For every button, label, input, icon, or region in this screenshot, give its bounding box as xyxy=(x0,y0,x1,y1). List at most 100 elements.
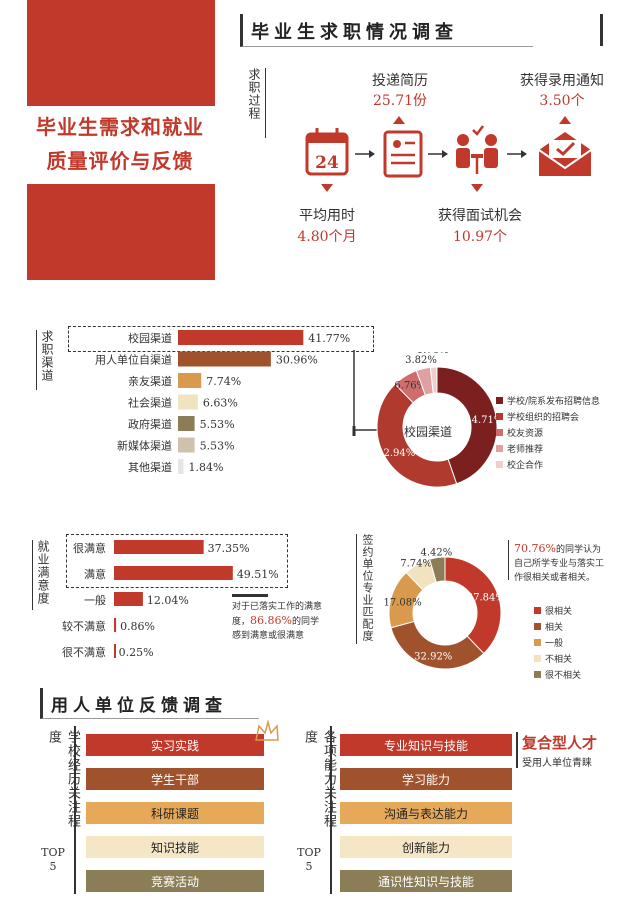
match-note-highlight: 70.76% xyxy=(514,542,556,555)
match-slice xyxy=(444,556,502,655)
sat-note-line3: 感到满意或很满意 xyxy=(232,631,305,641)
channel-category-label: 校园渠道 xyxy=(128,331,172,345)
match-legend-item: 相关 xyxy=(534,618,581,634)
legend-label: 一般 xyxy=(545,638,564,649)
match-legend-item: 很相关 xyxy=(534,602,581,618)
left-divider xyxy=(74,726,76,894)
legend-swatch xyxy=(534,638,541,646)
channel-value-label: 6.63% xyxy=(203,397,238,410)
sat-bar xyxy=(114,540,204,554)
sat-note-post: 的同学 xyxy=(291,617,319,627)
legend-swatch xyxy=(496,412,503,420)
satisfaction-label: 就业满意度 xyxy=(32,540,52,610)
satisfaction-bar-chart: 很满意 37.35% 满意 49.51% 一般 12.04% 较不满意 0.86% 很不满意 0.… xyxy=(62,540,279,659)
left-item-5: 竞赛活动 xyxy=(86,870,264,892)
campus-legend-item: 学校/院系发布招聘信息 xyxy=(496,392,600,408)
step-resume-value: 25.71份 xyxy=(372,93,428,109)
legend-label: 学校组织的招聘会 xyxy=(507,412,580,423)
satisfaction-note: 对于已落实工作的满意 度，86.86%的同学 感到满意或很满意 xyxy=(232,600,362,643)
campus-legend: 学校/院系发布招聘信息学校组织的招聘会 校友资源老师推荐 校企合作 xyxy=(496,392,600,472)
step-interview-value: 10.97个 xyxy=(452,229,508,245)
match-value-label: 37.84% xyxy=(467,593,505,604)
campus-legend-item: 学校组织的招聘会 xyxy=(496,408,600,424)
match-value-label: 7.74% xyxy=(400,559,432,570)
channel-value-label: 1.84% xyxy=(189,461,224,474)
channel-category-label: 其他渠道 xyxy=(128,460,172,474)
feedback-left-top: TOP 5 xyxy=(38,846,68,874)
sat-bar xyxy=(114,566,233,580)
legend-swatch xyxy=(496,444,503,452)
match-legend: 很相关 相关一般不相关很不相关 xyxy=(534,602,581,682)
left-item-4: 知识技能 xyxy=(86,836,264,858)
legend-swatch xyxy=(534,606,541,614)
channels-label: 求职渠道 xyxy=(36,330,56,390)
sat-value-label: 12.04% xyxy=(147,594,189,607)
sat-category-label: 较不满意 xyxy=(62,619,106,633)
channel-value-label: 30.96% xyxy=(276,354,318,367)
channel-category-label: 新媒体渠道 xyxy=(117,439,172,453)
feedback-title: 用人单位反馈调查 xyxy=(51,696,227,716)
hero-title-line2: 质量评价与反馈 xyxy=(46,149,194,173)
legend-label: 校友资源 xyxy=(507,428,544,439)
left-item-2: 学生干部 xyxy=(86,768,264,790)
channel-category-label: 社会渠道 xyxy=(128,396,172,410)
feedback-left-label: 学校经历关注程度 xyxy=(46,730,80,828)
campus-value-label: 42.94% xyxy=(377,448,415,459)
campus-legend-item: 老师推荐 xyxy=(496,440,600,456)
left-top-label: TOP xyxy=(41,846,65,859)
calendar-day: 24 xyxy=(315,153,339,173)
sat-category-label: 很满意 xyxy=(73,541,106,555)
right-divider xyxy=(330,726,332,894)
envelope-icon xyxy=(538,132,592,176)
legend-label: 老师推荐 xyxy=(507,444,544,455)
legend-label: 很相关 xyxy=(545,606,573,617)
match-note-bar xyxy=(508,540,629,580)
campus-value-label: 3.82% xyxy=(405,355,437,366)
calendar-icon: 24 xyxy=(305,128,349,176)
match-note-rest1: 的同学认为 xyxy=(555,545,601,555)
channel-bar xyxy=(178,437,195,453)
right-item-1: 专业知识与技能 xyxy=(340,734,512,756)
right-item-5: 通识性知识与技能 xyxy=(340,870,512,892)
legend-label: 不相关 xyxy=(545,654,573,665)
highlight-title: 复合型人才 xyxy=(522,734,598,752)
match-slice xyxy=(429,556,446,583)
survey-title: 毕业生求职情况调查 xyxy=(251,22,458,43)
step-time-label: 平均用时 xyxy=(299,208,355,224)
campus-donut-center: 校园渠道 xyxy=(404,425,453,439)
match-label: 签约单位专业匹配度 xyxy=(356,534,375,644)
channel-bar xyxy=(178,459,184,474)
note-bar xyxy=(232,594,268,597)
channel-bar xyxy=(178,351,271,367)
campus-value-label: 1.76% xyxy=(417,352,449,356)
sat-bar xyxy=(114,618,117,632)
legend-label: 很不相关 xyxy=(545,670,582,681)
channel-value-label: 5.53% xyxy=(200,440,235,453)
legend-swatch xyxy=(496,428,503,436)
campus-slice xyxy=(376,383,458,488)
hero-title: 毕业生需求和就业 质量评价与反馈 xyxy=(0,110,240,178)
sat-value-label: 0.25% xyxy=(119,646,154,659)
step-time-value: 4.80个月 xyxy=(297,229,357,245)
campus-connector xyxy=(352,350,378,436)
match-note: 70.76%的同学认为 自己所学专业与落实工 作很相关或者相关。 xyxy=(514,542,632,585)
match-note-line3: 作很相关或者相关。 xyxy=(514,573,596,583)
sat-value-label: 0.86% xyxy=(120,620,155,633)
legend-swatch xyxy=(534,622,541,630)
step-offer-value: 3.50个 xyxy=(539,93,585,109)
legend-swatch xyxy=(496,396,503,404)
highlight-bar xyxy=(516,732,518,768)
process-icons: 24 xyxy=(305,116,592,192)
sat-bar xyxy=(114,592,143,606)
channel-bar xyxy=(178,330,304,345)
step-offer-label: 获得录用通知 xyxy=(520,73,604,89)
campus-value-label: 44.71% xyxy=(465,415,503,426)
sat-category-label: 满意 xyxy=(84,567,106,581)
step-interview-label: 获得面试机会 xyxy=(438,208,522,224)
feedback-right-top: TOP 5 xyxy=(294,846,324,874)
sat-note-pre: 度， xyxy=(232,617,251,627)
right-item-3: 沟通与表达能力 xyxy=(340,802,512,824)
match-value-label: 4.42% xyxy=(421,548,453,559)
campus-legend-item: 校企合作 xyxy=(496,456,600,472)
highlight-sub: 受用人单位青睐 xyxy=(522,758,592,769)
